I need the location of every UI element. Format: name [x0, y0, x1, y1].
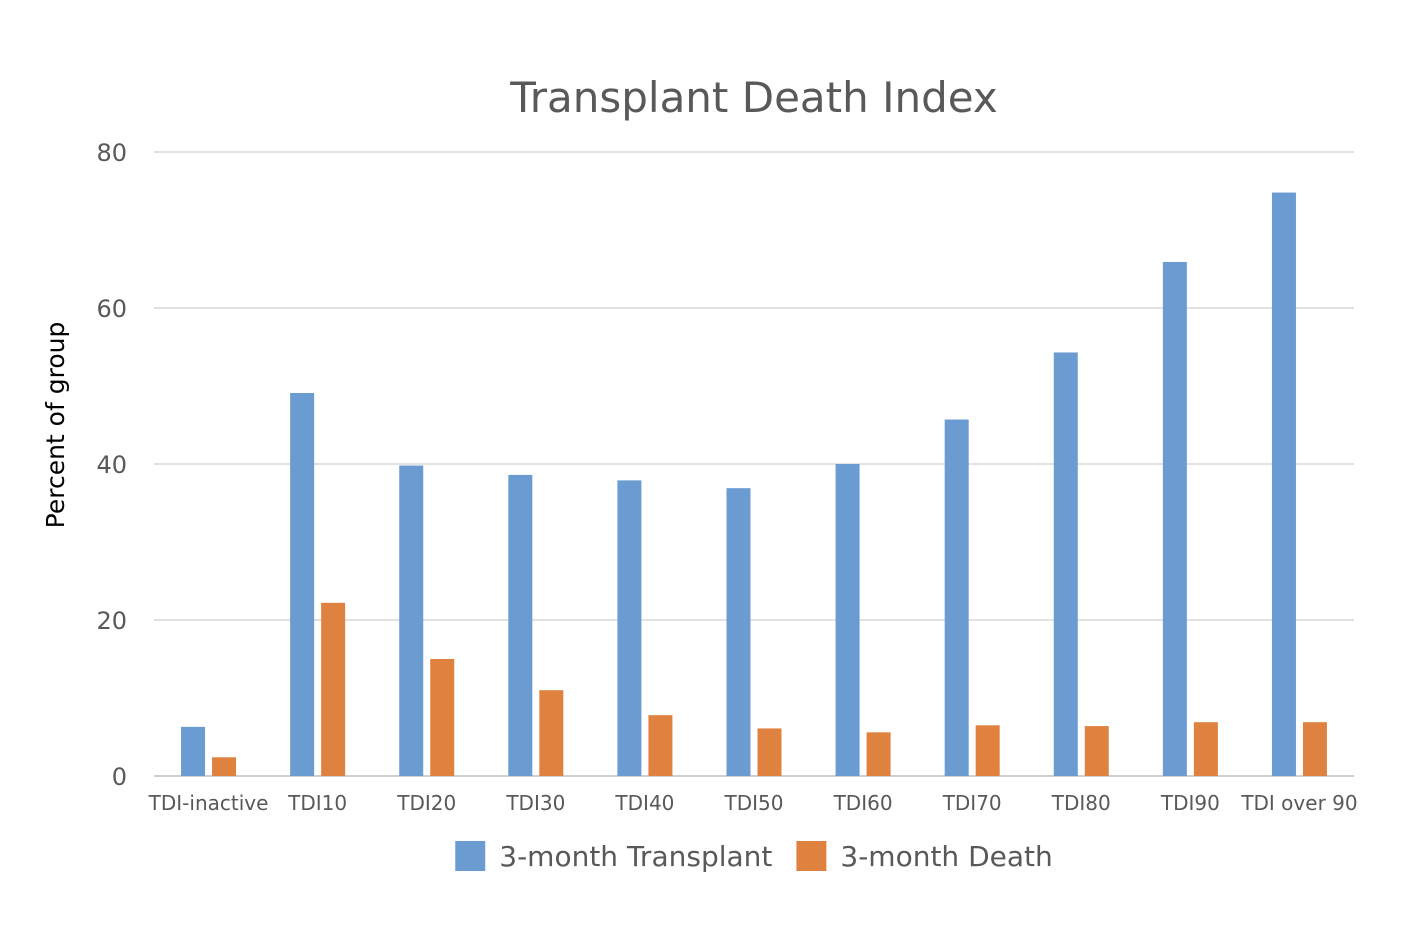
x-tick-label: TDI50 [724, 791, 784, 815]
chart-title: Transplant Death Index [509, 73, 997, 122]
y-tick-label: 0 [112, 763, 127, 791]
bar-3-month-death [975, 725, 1000, 776]
x-tick-label: TDI-inactive [148, 791, 269, 815]
y-tick-label: 20 [96, 607, 127, 635]
bar-3-month-death [1302, 722, 1327, 776]
bar-3-month-death [648, 715, 673, 776]
x-tick-label: TDI40 [614, 791, 674, 815]
bar-3-month-transplant [508, 474, 533, 776]
x-tick-label: TDI80 [1051, 791, 1111, 815]
y-tick-label: 60 [96, 295, 127, 323]
x-tick-label: TDI over 90 [1240, 791, 1357, 815]
bar-3-month-transplant [1053, 352, 1078, 776]
bar-3-month-transplant [617, 480, 642, 776]
bar-3-month-transplant [835, 464, 860, 776]
x-tick-label: TDI30 [505, 791, 565, 815]
legend: 3-month Transplant 3-month Death [455, 840, 1053, 873]
gridlines: 0 20 40 60 80 [96, 139, 1354, 791]
bar-3-month-transplant [944, 419, 969, 776]
bar-3-month-death [1084, 726, 1109, 776]
bar-3-month-death [539, 690, 564, 776]
bar-3-month-transplant [726, 488, 751, 776]
bar-3-month-death [1193, 722, 1218, 776]
bar-3-month-death [757, 728, 782, 776]
bar-3-month-death [321, 602, 346, 776]
x-tick-label: TDI10 [287, 791, 347, 815]
bar-3-month-transplant [181, 726, 206, 776]
y-tick-label: 40 [96, 451, 127, 479]
bar-3-month-transplant [1271, 192, 1296, 776]
bar-3-month-transplant [290, 393, 315, 776]
bar-3-month-death [430, 659, 455, 776]
legend-label-3-month-death: 3-month Death [840, 840, 1052, 873]
x-tick-label: TDI90 [1160, 791, 1220, 815]
legend-swatch-3-month-death [796, 841, 827, 871]
y-tick-label: 80 [96, 139, 127, 167]
legend-label-3-month-transplant: 3-month Transplant [499, 840, 772, 873]
x-tick-label: TDI60 [833, 791, 893, 815]
x-tick-label: TDI70 [942, 791, 1002, 815]
bars [181, 192, 1327, 777]
legend-swatch-3-month-transplant [455, 841, 486, 871]
y-axis-label: Percent of group [41, 322, 70, 529]
bar-3-month-death [866, 732, 891, 776]
bar-3-month-death [212, 757, 237, 776]
x-tick-labels: TDI-inactive TDI10 TDI20 TDI30 TDI40 TDI50 TDI… [148, 791, 1358, 815]
x-tick-label: TDI20 [396, 791, 456, 815]
bar-3-month-transplant [1162, 261, 1187, 777]
bar-3-month-transplant [399, 465, 424, 776]
